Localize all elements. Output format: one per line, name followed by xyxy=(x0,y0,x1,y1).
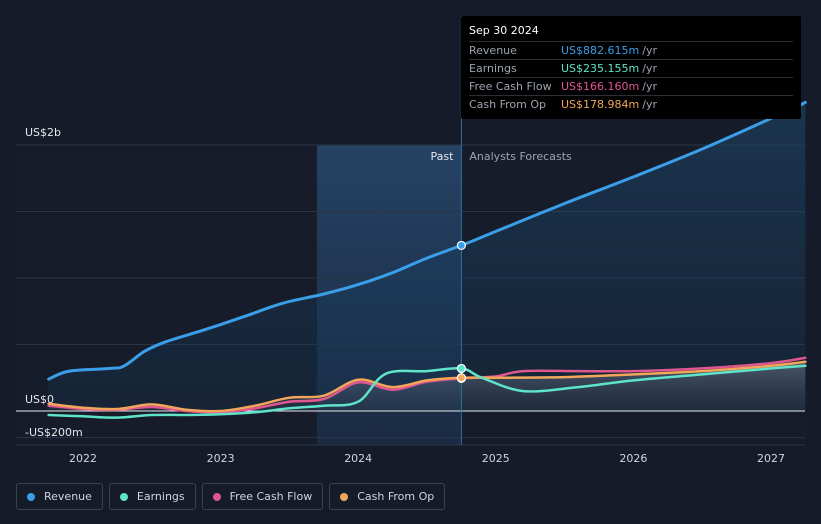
tooltip-unit: /yr xyxy=(642,62,657,75)
tooltip-label: Revenue xyxy=(469,44,517,57)
x-tick-label: 2025 xyxy=(482,452,510,465)
tooltip-row-earnings: Earnings US$235.155m /yr xyxy=(469,59,793,77)
tooltip-value: US$235.155m xyxy=(561,62,640,75)
tooltip-unit: /yr xyxy=(642,44,657,57)
x-tick-label: 2026 xyxy=(619,452,647,465)
legend-item-free-cash-flow[interactable]: Free Cash Flow xyxy=(201,483,324,510)
y-tick-label: US$0 xyxy=(25,393,54,406)
tooltip-row-free-cash-flow: Free Cash Flow US$166.160m /yr xyxy=(469,77,793,95)
revenue-area xyxy=(48,102,806,412)
legend: Revenue Earnings Free Cash Flow Cash Fro… xyxy=(16,483,446,510)
earnings-dot-icon xyxy=(119,492,128,501)
y-tick-label: -US$200m xyxy=(25,426,83,439)
past-label: Past xyxy=(430,150,454,163)
revenue-line xyxy=(47,100,807,381)
tooltip-value: US$178.984m xyxy=(561,98,640,111)
tooltip-label: Cash From Op xyxy=(469,98,547,111)
tooltip-row-cash-from-op: Cash From Op US$178.984m /yr xyxy=(469,95,793,113)
legend-label: Free Cash Flow xyxy=(229,490,313,503)
cash-area xyxy=(48,361,806,412)
free-cash-flow-line xyxy=(47,356,807,414)
chart: US$2b US$0 -US$200m 2022 2023 2024 2025 2026 202… xyxy=(16,16,807,465)
forecast-label: Analysts Forecasts xyxy=(469,150,572,163)
x-tick-label: 2027 xyxy=(757,452,785,465)
tooltip-unit: /yr xyxy=(642,98,657,111)
tooltip-unit: /yr xyxy=(642,80,657,93)
revenue-dot-icon xyxy=(27,492,35,501)
legend-item-revenue[interactable]: Revenue xyxy=(16,483,103,510)
tooltip-label: Free Cash Flow xyxy=(469,80,552,93)
x-tick-label: 2024 xyxy=(344,452,372,465)
cash-from-op-dot-icon xyxy=(340,492,349,501)
tooltip-value: US$882.615m xyxy=(561,44,640,57)
tooltip: Sep 30 2024 Revenue US$882.615m /yr Earn… xyxy=(461,16,801,119)
tooltip-row-revenue: Revenue US$882.615m /yr xyxy=(469,41,793,59)
legend-label: Cash From Op xyxy=(357,490,435,503)
legend-item-cash-from-op[interactable]: Cash From Op xyxy=(329,483,446,510)
earnings-point xyxy=(456,363,466,374)
tooltip-label: Earnings xyxy=(469,62,517,75)
revenue-point xyxy=(456,240,466,251)
free-cash-flow-dot-icon xyxy=(212,492,221,501)
cash-from-op-point xyxy=(456,373,466,383)
cash-from-op-line xyxy=(47,360,807,413)
x-tick-label: 2022 xyxy=(69,452,97,465)
x-tick-label: 2023 xyxy=(207,452,235,465)
tooltip-value: US$166.160m xyxy=(561,80,640,93)
tooltip-date: Sep 30 2024 xyxy=(469,24,539,37)
legend-item-earnings[interactable]: Earnings xyxy=(108,483,196,510)
legend-label: Revenue xyxy=(44,490,92,503)
earnings-line xyxy=(47,364,807,419)
legend-label: Earnings xyxy=(136,490,185,503)
y-tick-label: US$2b xyxy=(25,126,61,139)
